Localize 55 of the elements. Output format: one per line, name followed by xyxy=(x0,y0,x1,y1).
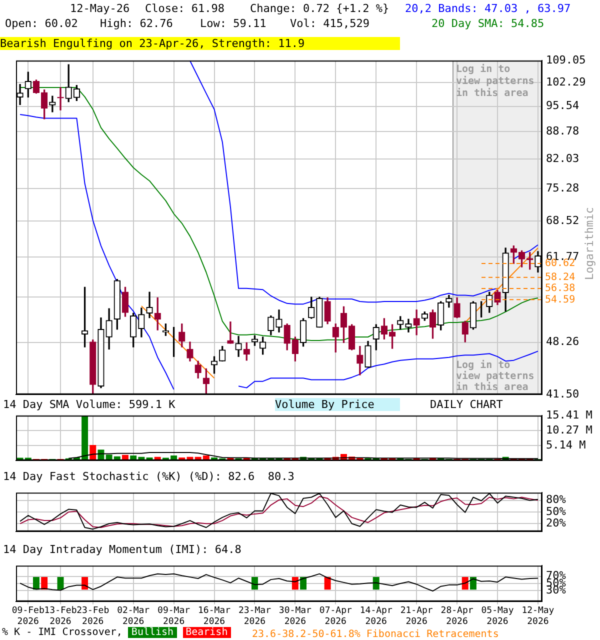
y-tick-label: 82.03 xyxy=(546,152,580,165)
y-tick-label: 95.54 xyxy=(546,99,580,112)
y-tick-label: 80% xyxy=(546,493,566,506)
y-axis-title: Logarithmic xyxy=(583,207,596,280)
legend-title: % K - IMI Crossover, xyxy=(2,627,122,638)
text: Close: 61.98 xyxy=(145,2,224,15)
chart-title: 14 Day Intraday Momentum (IMI): 64.8 xyxy=(3,543,242,556)
text: Log in to view patterns in this area xyxy=(456,64,534,100)
chart-title: 14 Day Fast Stochastic (%K) (%D): 82.6 80.3 xyxy=(3,470,294,483)
text: Vol: 415,529 xyxy=(290,17,370,30)
x-tick-label: 21-Apr 2026 xyxy=(400,606,434,627)
x-tick-label: 09-Mar 2026 xyxy=(158,606,191,627)
text: DAILY CHART xyxy=(430,398,503,411)
x-tick-label: 16-Mar 2026 xyxy=(198,606,232,627)
text: 23.6-38.2-50-61.8% Fibonacci Retracements xyxy=(252,628,499,640)
text: Change: 0.72 {+1.2 %} xyxy=(250,2,390,15)
y-tick-label: 102.29 xyxy=(546,76,586,89)
y-tick-label: 30% xyxy=(546,584,566,597)
x-tick-label: 13-Feb 2026 xyxy=(44,606,77,627)
x-tick-label: 05-May 2026 xyxy=(481,606,514,627)
text: High: 62.76 xyxy=(100,17,173,30)
x-tick-label: 23-Mar 2026 xyxy=(238,606,272,627)
text: Low: 59.11 xyxy=(200,17,266,30)
ref-line-label: 54.59 xyxy=(545,294,576,306)
chart-title: 12-May-26 xyxy=(70,2,130,15)
x-tick-label: 28-Apr 2026 xyxy=(440,606,474,627)
text: Bearish xyxy=(182,627,231,638)
y-tick-label: 20% xyxy=(546,516,566,530)
y-tick-label: 75.28 xyxy=(546,182,580,194)
ref-line-label: 58.24 xyxy=(545,272,576,283)
text: Bullish xyxy=(128,627,177,638)
y-tick-label: 50% xyxy=(546,504,566,518)
x-tick-label: 14-Apr 2026 xyxy=(360,606,393,627)
y-tick-label: 88.78 xyxy=(546,124,580,138)
text: Volume By Price xyxy=(275,398,400,411)
x-tick-label: 09-Feb 2026 xyxy=(12,606,44,627)
x-tick-label: 23-Feb 2026 xyxy=(76,606,110,627)
chart-title: 14 Day SMA Volume: 599.1 K xyxy=(3,398,176,411)
x-tick-label: 02-Mar 2026 xyxy=(117,606,150,627)
text: Bearish Engulfing on 23-Apr-26, Strength: 11.9 xyxy=(0,37,400,50)
text: Open: 60.02 xyxy=(5,17,78,30)
ref-line-label: 56.38 xyxy=(545,283,576,294)
x-tick-label: 12-May 2026 xyxy=(522,606,555,627)
band-label: Log in to view patterns in this area xyxy=(456,358,534,393)
y-tick-label: 10.27 M xyxy=(546,423,593,436)
y-tick-label: 15.41 M xyxy=(546,408,593,422)
x-tick-label: 30-Mar 2026 xyxy=(278,606,312,627)
y-tick-label: 109.05 xyxy=(546,53,586,66)
y-tick-label: 68.52 xyxy=(546,214,580,228)
text: 20,2 Bands: 47.03 , 63.97 xyxy=(405,2,571,15)
y-tick-label: 5.14 M xyxy=(546,438,586,452)
y-tick-label: 48.26 xyxy=(546,335,580,348)
y-tick-label: 41.50 xyxy=(546,387,580,400)
text: 20 Day SMA: 54.85 xyxy=(431,17,544,30)
x-tick-label: 07-Apr 2026 xyxy=(319,606,352,627)
